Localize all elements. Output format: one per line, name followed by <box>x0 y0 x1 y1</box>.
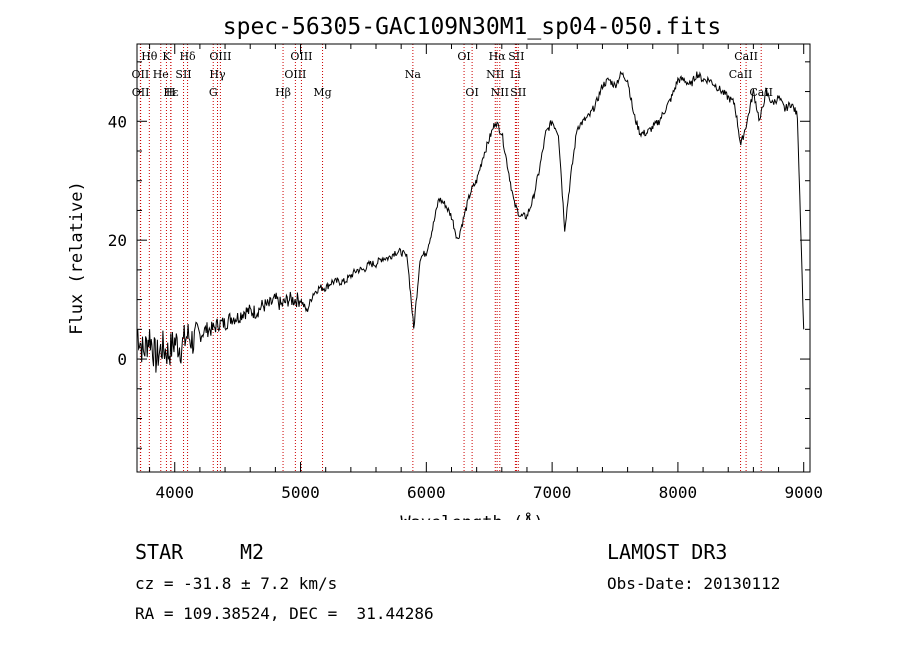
spectral-line-label: G <box>209 86 218 99</box>
spectral-line-label: SII <box>510 86 526 99</box>
spectral-line-label: Hα <box>489 50 507 63</box>
spectral-line-label: Mg <box>313 86 331 99</box>
spectral-line-label: OIII <box>290 50 312 63</box>
observation-date: Obs-Date: 20130112 <box>607 574 781 593</box>
spectral-line-label: Hβ <box>275 86 291 99</box>
spectrum-line <box>136 70 805 373</box>
y-tick-label: 40 <box>108 112 127 131</box>
spectral-line-label: OII <box>132 68 150 81</box>
spectral-line-label: NII <box>486 68 504 81</box>
coordinates: RA = 109.38524, DEC = 31.44286 <box>135 604 434 623</box>
spectral-line-label: Hε <box>163 86 179 99</box>
y-axis-ticks: 0 20 40 <box>108 61 810 449</box>
spectral-line-label: NII <box>491 86 509 99</box>
spectral-line-label: CaII <box>734 50 758 63</box>
y-tick-label: 0 <box>117 350 127 369</box>
spectral-line-label: OIII <box>284 68 306 81</box>
spectral-line-label: OI <box>457 50 470 63</box>
spectral-line-label: K <box>162 50 171 63</box>
spectral-line-label: OI <box>465 86 478 99</box>
redshift-velocity: cz = -31.8 ± 7.2 km/s <box>135 574 338 593</box>
spectral-marker-lines <box>139 44 762 472</box>
spectral-line-label: SII <box>175 68 191 81</box>
spectral-line-label: OIII <box>209 50 231 63</box>
y-axis-label: Flux (relative) <box>67 181 87 335</box>
x-tick-label: 9000 <box>784 483 823 502</box>
x-axis-ticks: 4000 5000 6000 7000 8000 9000 <box>149 44 823 502</box>
y-tick-label: 20 <box>108 231 127 250</box>
spectral-line-label: Hγ <box>209 68 226 81</box>
spectral-line-label: OII <box>132 86 150 99</box>
x-axis-label: Wavelength (Å) <box>400 511 543 520</box>
spectral-line-label: H <box>166 86 176 99</box>
spectral-line-label: Hθ <box>141 50 158 63</box>
plot-frame <box>136 43 811 473</box>
spectral-line-label: Hδ <box>179 50 196 63</box>
spectral-line-label: SII <box>508 50 524 63</box>
spectral-line-label: CaII <box>729 68 753 81</box>
object-subclass: M2 <box>240 540 265 564</box>
x-tick-label: 7000 <box>533 483 572 502</box>
object-class: STAR <box>135 540 184 564</box>
x-tick-label: 4000 <box>155 483 194 502</box>
spectrum-chart: spec-56305-GAC109N30M1_sp04-050.fits Hθ K… <box>67 14 823 520</box>
spectral-line-label: Na <box>405 68 422 81</box>
x-tick-label: 6000 <box>407 483 446 502</box>
spectral-line-label: Li <box>510 68 521 81</box>
spectral-line-label: He <box>153 68 169 81</box>
x-tick-label: 5000 <box>281 483 320 502</box>
survey-name: LAMOST DR3 <box>607 540 728 564</box>
x-tick-label: 8000 <box>659 483 698 502</box>
chart-title: spec-56305-GAC109N30M1_sp04-050.fits <box>223 14 722 40</box>
